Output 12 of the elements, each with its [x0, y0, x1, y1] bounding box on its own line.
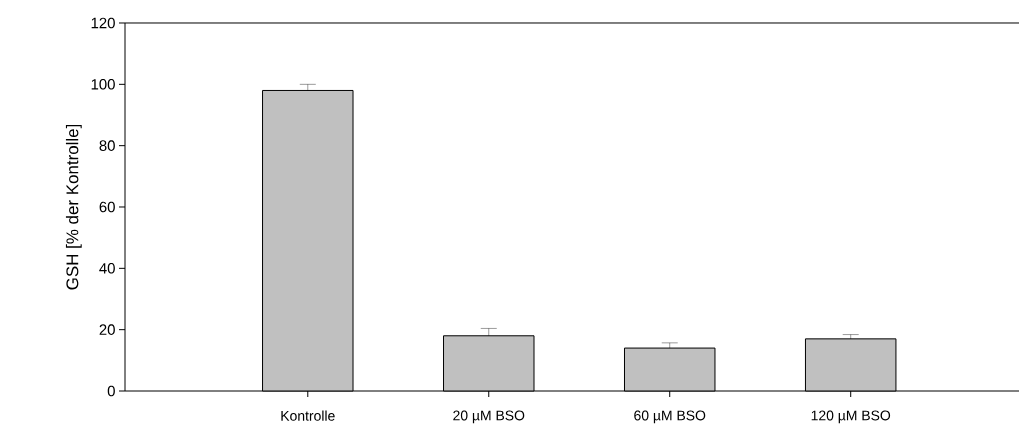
y-tick-label: 20 [99, 324, 115, 335]
x-tick-label: 20 µM BSO [453, 410, 525, 424]
y-tick-label: 80 [99, 140, 115, 151]
x-tick-label: 120 µM BSO [811, 410, 891, 424]
y-tick-label: 120 [91, 17, 115, 29]
y-tick-label: 60 [99, 201, 115, 213]
x-tick-label: 60 µM BSO [634, 410, 706, 424]
y-axis-title: GSH [% der Kontrolle] [65, 124, 82, 290]
y-tick-label: 0 [107, 385, 115, 397]
y-tick-label: 40 [99, 263, 115, 274]
y-tick-label: 100 [91, 79, 115, 90]
x-tick-label: Kontrolle [281, 410, 335, 421]
